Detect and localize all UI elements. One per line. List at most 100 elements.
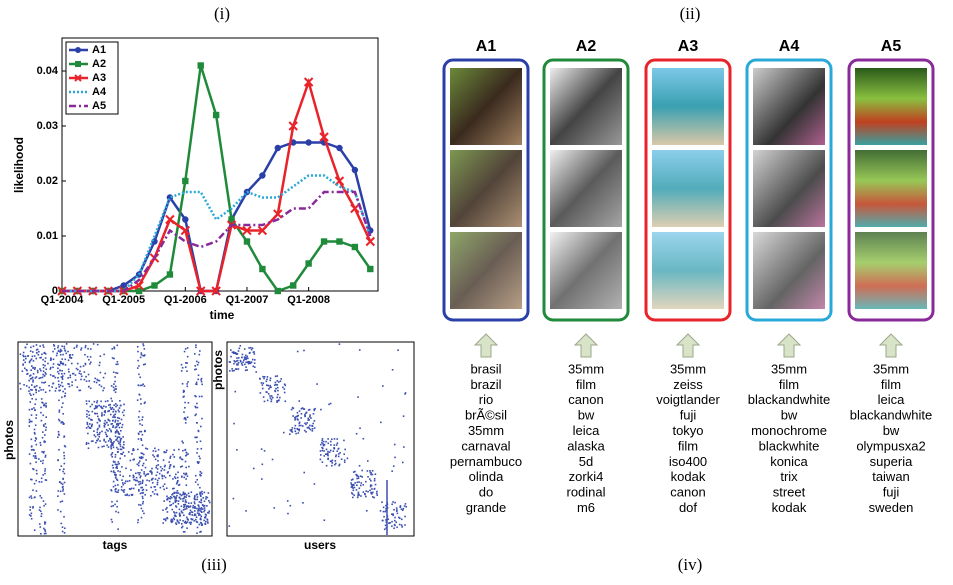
matrix-dot — [111, 408, 113, 410]
matrix-dot — [173, 492, 175, 494]
tag: brasil — [470, 361, 501, 376]
matrix-dot — [358, 477, 360, 479]
matrix-dot — [102, 408, 104, 410]
matrix-dot — [42, 474, 44, 476]
matrix-dot — [139, 474, 141, 476]
matrix-dot — [126, 494, 128, 496]
matrix-dot — [97, 344, 99, 346]
tag: rodinal — [566, 485, 605, 500]
matrix-dot — [29, 419, 31, 421]
matrix-dot — [182, 520, 184, 522]
matrix-dot — [341, 458, 343, 460]
matrix-dot — [321, 440, 323, 442]
matrix-dot — [179, 512, 181, 514]
matrix-x-label: users — [304, 538, 336, 552]
matrix-dot — [230, 349, 232, 351]
matrix-dot — [39, 523, 41, 525]
tag: film — [678, 438, 698, 453]
matrix-dot — [208, 510, 210, 512]
matrix-dot — [338, 453, 340, 455]
matrix-dot — [299, 410, 301, 412]
matrix-dot — [135, 480, 137, 482]
matrix-dot — [143, 513, 145, 515]
matrix-dot — [306, 422, 308, 424]
matrix-dot — [185, 496, 187, 498]
matrix-dot — [233, 498, 235, 500]
tag: brÃ©sil — [465, 408, 507, 423]
matrix-dot — [372, 492, 374, 494]
matrix-dot — [62, 490, 64, 492]
matrix-dot — [396, 509, 398, 511]
matrix-dot — [105, 441, 107, 443]
matrix-dot — [41, 481, 43, 483]
matrix-dot — [63, 346, 65, 348]
matrix-dot — [324, 519, 326, 521]
matrix-dot — [29, 362, 31, 364]
matrix-dot — [266, 384, 268, 386]
matrix-dot — [100, 401, 102, 403]
matrix-dot — [58, 419, 60, 421]
matrix-dot — [313, 413, 315, 415]
matrix-dot — [132, 475, 134, 477]
matrix-dot — [99, 420, 101, 422]
matrix-dot — [141, 469, 143, 471]
matrix-dot — [262, 388, 264, 390]
matrix-dot — [76, 346, 78, 348]
matrix-dot — [119, 441, 121, 443]
matrix-dot — [187, 475, 189, 477]
matrix-dot — [376, 494, 378, 496]
matrix-dot — [90, 348, 92, 350]
matrix-dot — [138, 433, 140, 435]
matrix-dot — [156, 465, 158, 467]
matrix-dot — [233, 370, 235, 372]
matrix-dot — [117, 448, 119, 450]
matrix-dot — [43, 405, 45, 407]
matrix-dot — [117, 420, 119, 422]
matrix-dot — [116, 429, 118, 431]
tag: 35mm — [468, 423, 504, 438]
matrix-dot — [365, 490, 367, 492]
matrix-dot — [113, 404, 115, 406]
matrix-dot — [163, 451, 165, 453]
matrix-dot — [321, 447, 323, 449]
matrix-dot — [35, 480, 37, 482]
matrix-dot — [132, 459, 134, 461]
matrix-dot — [404, 516, 406, 518]
matrix-dot — [43, 364, 45, 366]
matrix-dot — [31, 358, 33, 360]
matrix-dot — [114, 416, 116, 418]
matrix-dot — [297, 432, 299, 434]
matrix-dot — [192, 505, 194, 507]
matrix-dot — [129, 480, 131, 482]
matrix-dot — [122, 482, 124, 484]
matrix-dot — [86, 414, 88, 416]
matrix-dot — [101, 414, 103, 416]
matrix-dot — [403, 508, 405, 510]
matrix-dot — [37, 372, 39, 374]
matrix-dot — [360, 482, 362, 484]
matrix-dot — [396, 527, 398, 529]
matrix-dot — [199, 354, 201, 356]
matrix-dot — [147, 473, 149, 475]
matrix-dot — [185, 449, 187, 451]
matrix-dot — [164, 483, 166, 485]
matrix-dot — [173, 517, 175, 519]
matrix-dot — [360, 495, 362, 497]
matrix-dot — [57, 371, 59, 373]
matrix-dot — [182, 367, 184, 369]
matrix-dot — [209, 502, 211, 504]
matrix-dot — [25, 356, 27, 358]
matrix-dot — [179, 509, 181, 511]
matrix-dot — [77, 386, 79, 388]
matrix-dot — [357, 497, 359, 499]
matrix-dot — [138, 504, 140, 506]
matrix-dot — [302, 502, 304, 504]
matrix-dot — [133, 449, 135, 451]
matrix-dot — [239, 345, 241, 347]
matrix-dot — [110, 398, 112, 400]
point — [244, 238, 250, 244]
matrix-dot — [183, 477, 185, 479]
matrix-dot — [199, 350, 201, 352]
matrix-dot — [182, 450, 184, 452]
matrix-dot — [169, 464, 171, 466]
